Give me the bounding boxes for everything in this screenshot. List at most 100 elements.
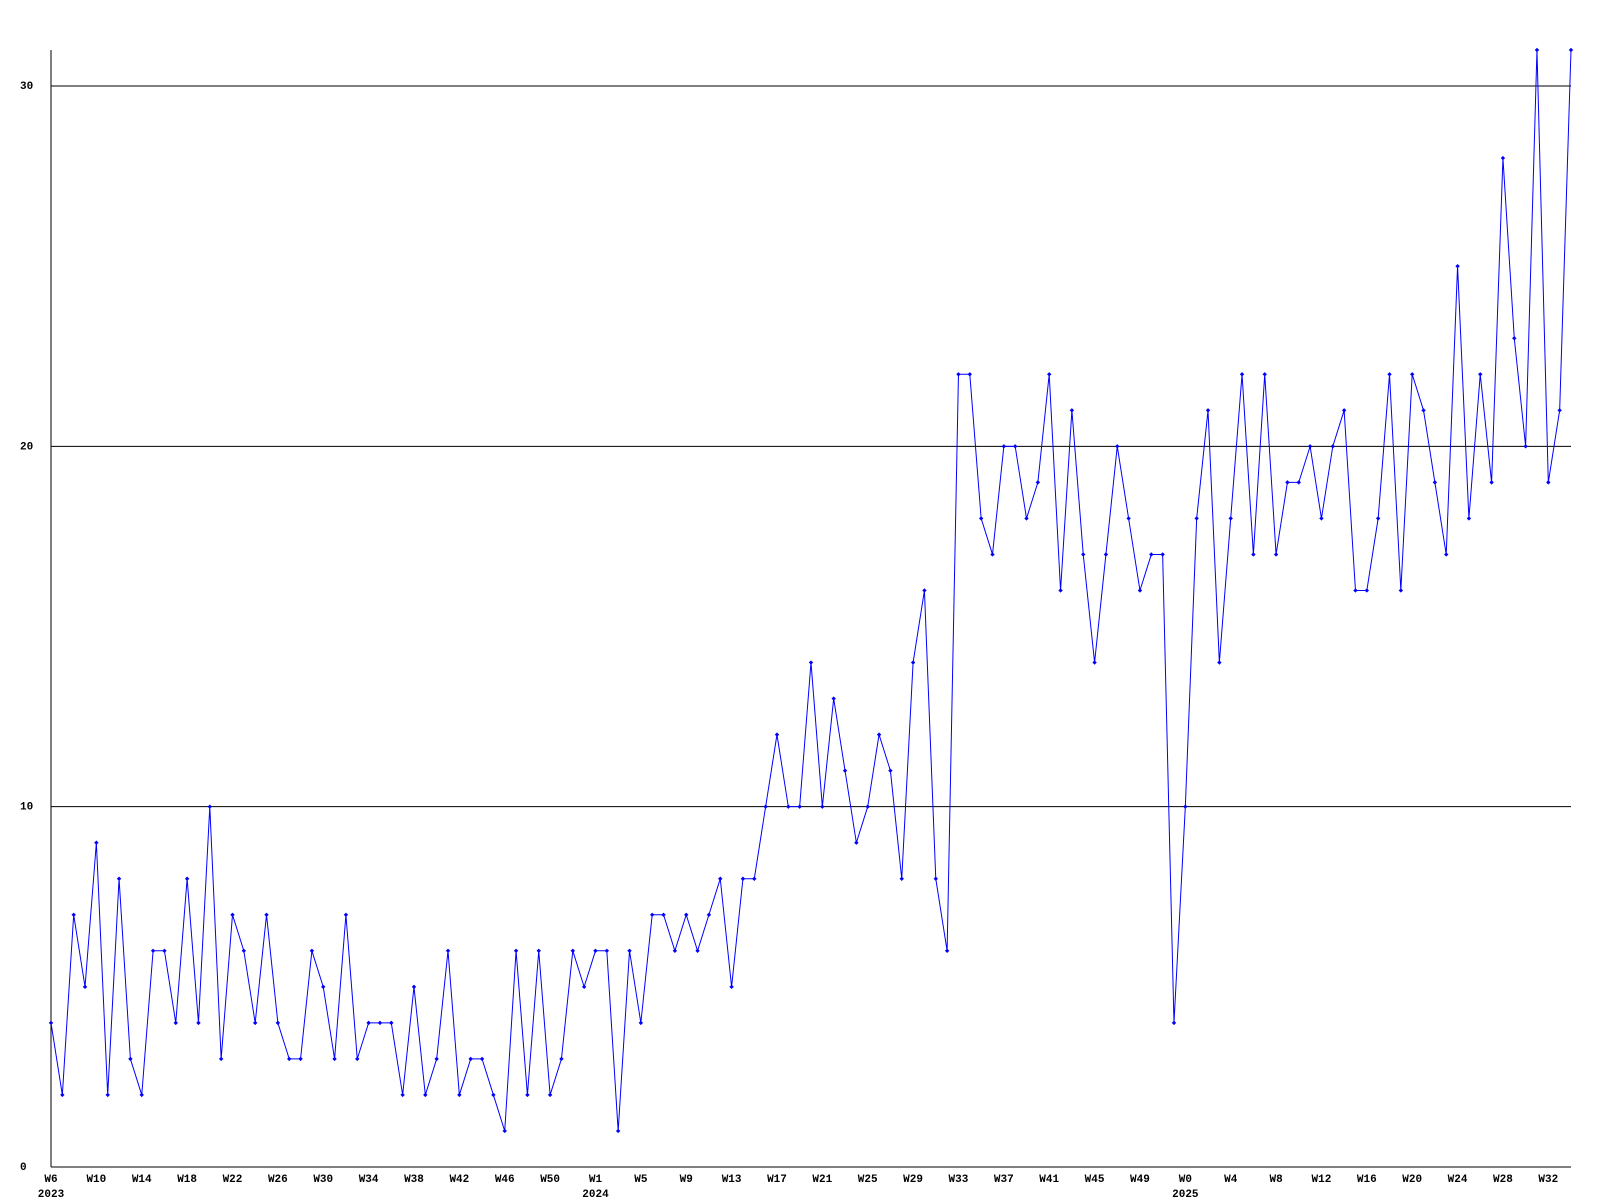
data-point [445, 948, 451, 954]
data-point [570, 948, 575, 954]
data-point [389, 1020, 394, 1026]
data-point [343, 912, 349, 917]
data-point [559, 1056, 564, 1062]
data-point [1183, 804, 1188, 809]
x-tick-label: W41 [1039, 1174, 1059, 1186]
data-point [581, 984, 587, 990]
data-point [1262, 372, 1267, 377]
x-tick-label: W24 [1448, 1174, 1468, 1186]
x-tick-label: W12 [1312, 1174, 1332, 1186]
data-point [752, 876, 757, 881]
data-point [434, 1056, 439, 1062]
data-point [990, 552, 995, 557]
data-point [910, 660, 916, 665]
data-point [1285, 480, 1290, 485]
data-point [638, 1020, 644, 1026]
x-tick-label: W50 [540, 1174, 560, 1186]
data-point [1217, 660, 1222, 665]
data-point [1353, 588, 1358, 593]
data-point [876, 732, 882, 737]
data-point [82, 984, 88, 990]
data-point [196, 1020, 201, 1026]
data-point [593, 948, 598, 954]
data-point [1092, 660, 1097, 665]
data-point [1296, 480, 1301, 485]
data-point [150, 948, 156, 954]
data-point [718, 876, 723, 881]
x-tick-label: W29 [903, 1174, 923, 1186]
data-point [1115, 444, 1120, 449]
series-line [50, 49, 1572, 1132]
data-point [1568, 47, 1574, 53]
data-point [729, 984, 734, 990]
data-point [1160, 552, 1165, 557]
x-tick-label: W34 [359, 1174, 379, 1186]
data-point [184, 876, 190, 881]
data-point [479, 1056, 485, 1062]
data-point [1035, 480, 1041, 485]
data-point [1387, 372, 1392, 377]
data-point [502, 1128, 507, 1134]
x-tick-label: W10 [86, 1174, 106, 1186]
x-tick-label: W49 [1130, 1174, 1150, 1186]
x-tick-label: W45 [1085, 1174, 1105, 1186]
data-point [1398, 588, 1404, 593]
data-point [400, 1092, 405, 1098]
y-tick-label: 10 [20, 802, 33, 814]
data-point [1341, 408, 1347, 413]
data-point [1251, 552, 1256, 557]
data-point [1228, 516, 1233, 521]
data-point [218, 1056, 224, 1062]
data-point [1149, 552, 1154, 557]
data-point [491, 1092, 496, 1098]
data-point [355, 1056, 360, 1062]
data-point [1307, 444, 1313, 449]
data-point [786, 804, 791, 809]
data-point [1523, 444, 1528, 449]
data-point [1455, 263, 1460, 269]
data-point [661, 912, 666, 917]
data-point [60, 1092, 65, 1098]
x-tick-label: W4 [1224, 1174, 1238, 1186]
x-tick-label: W18 [177, 1174, 197, 1186]
data-point [128, 1056, 133, 1062]
data-point [547, 1092, 553, 1098]
data-point [615, 1128, 621, 1134]
data-point [865, 804, 870, 809]
x-tick-label: W1 [589, 1174, 603, 1186]
data-point [1205, 408, 1211, 413]
data-point [1500, 155, 1506, 161]
data-point [899, 876, 904, 881]
data-point [944, 948, 950, 954]
data-point [457, 1092, 462, 1098]
data-point [423, 1092, 428, 1098]
data-point [1409, 372, 1415, 377]
x-tick-label: W32 [1538, 1174, 1558, 1186]
data-point [94, 840, 99, 845]
data-point [1330, 444, 1335, 449]
data-point [1444, 552, 1449, 557]
data-point [207, 804, 213, 809]
data-point [173, 1020, 178, 1026]
data-point [1319, 516, 1324, 521]
data-point [162, 948, 167, 954]
data-point [366, 1020, 371, 1026]
data-point [332, 1056, 337, 1062]
data-point [820, 804, 825, 809]
data-point [922, 588, 927, 593]
x-tick-label: W14 [132, 1174, 152, 1186]
data-point [1047, 372, 1052, 377]
data-point [1001, 444, 1007, 449]
data-point [888, 768, 893, 773]
data-point [1103, 552, 1109, 557]
data-point [230, 912, 235, 917]
x-tick-label: W17 [767, 1174, 787, 1186]
data-point [525, 1092, 530, 1098]
data-point [808, 660, 814, 665]
data-point [252, 1020, 258, 1026]
data-point [695, 948, 700, 954]
data-point [377, 1020, 383, 1026]
data-point [967, 372, 973, 377]
x-tick-label: W38 [404, 1174, 424, 1186]
data-point [774, 732, 780, 737]
